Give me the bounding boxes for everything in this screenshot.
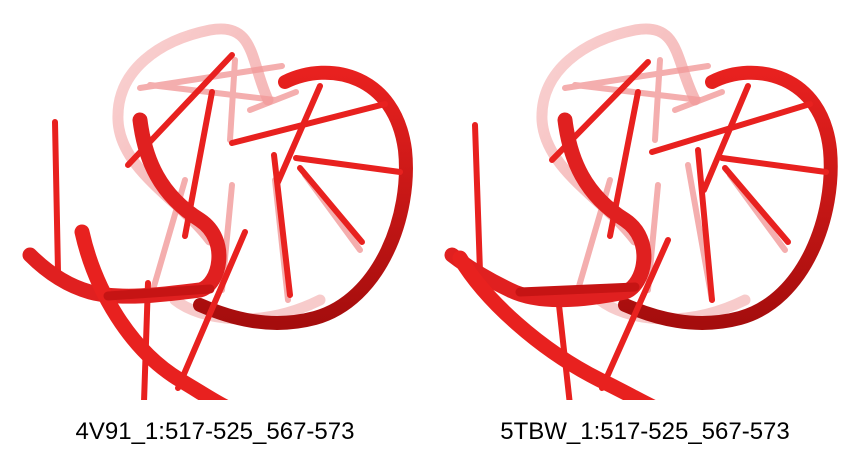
rna-cartoon-5tbw — [444, 23, 838, 400]
structure-panel-right: 5TBW_1:517-525_567-573 — [430, 0, 860, 460]
backbone-right-arc — [193, 65, 413, 330]
base-rungs-faded — [137, 57, 363, 303]
structure-label: 5TBW_1:517-525_567-573 — [500, 418, 790, 445]
backbone-front-strand — [22, 112, 229, 400]
structure-label: 4V91_1:517-525_567-573 — [75, 418, 355, 445]
structure-panel-left: 4V91_1:517-525_567-573 — [22, 23, 413, 445]
backbone-front-strand — [444, 112, 656, 400]
backbone-right-arc — [618, 65, 838, 330]
base-rungs-faded — [562, 57, 788, 303]
base-rungs — [52, 52, 403, 400]
rna-cartoon-4v91 — [22, 23, 413, 400]
